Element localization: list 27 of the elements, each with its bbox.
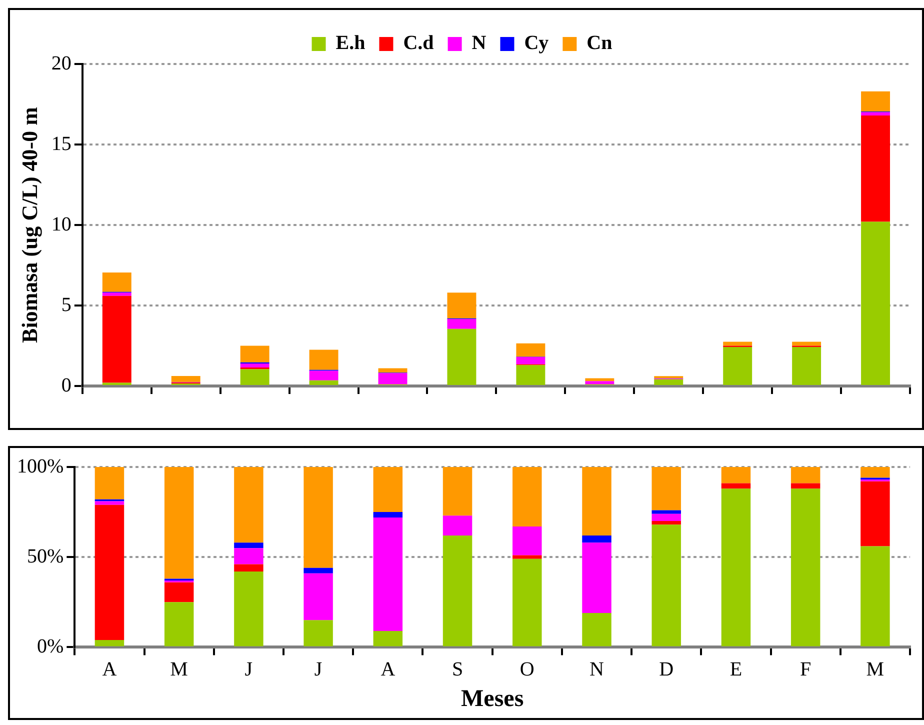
y-tick-label: 20 (51, 52, 72, 74)
x-tick-label: M (866, 658, 884, 680)
x-tick-label: J (314, 658, 322, 680)
x-axis-title: Meses (461, 686, 524, 712)
y-axis-title: Biomasa (ug C/L) 40-0 m (16, 107, 42, 343)
y-tick-label: 0 (61, 374, 72, 396)
legend-label: Cy (524, 32, 549, 54)
y-tick-label: 0% (36, 635, 64, 658)
x-tick-label: J (244, 658, 253, 680)
x-tick-label: E (730, 658, 742, 680)
y-tick-label: 50% (26, 545, 64, 568)
y-tick-label: 100% (16, 455, 64, 478)
x-tick-label: A (102, 658, 118, 680)
x-tick-label: A (380, 658, 396, 680)
x-tick-label: O (520, 658, 534, 680)
x-tick-label: N (590, 658, 604, 680)
y-tick-label: 5 (61, 294, 72, 316)
x-tick-label: D (659, 658, 674, 680)
y-tick-label: 15 (51, 132, 72, 155)
x-tick-label: F (800, 658, 812, 680)
legend-label: Cn (586, 32, 612, 54)
y-tick-label: 10 (51, 213, 72, 236)
legend-label: C.d (403, 32, 434, 54)
legend-label: N (472, 32, 487, 54)
x-tick-label: S (452, 658, 464, 680)
x-tick-label: M (170, 658, 188, 680)
legend-label: E.h (336, 32, 366, 54)
